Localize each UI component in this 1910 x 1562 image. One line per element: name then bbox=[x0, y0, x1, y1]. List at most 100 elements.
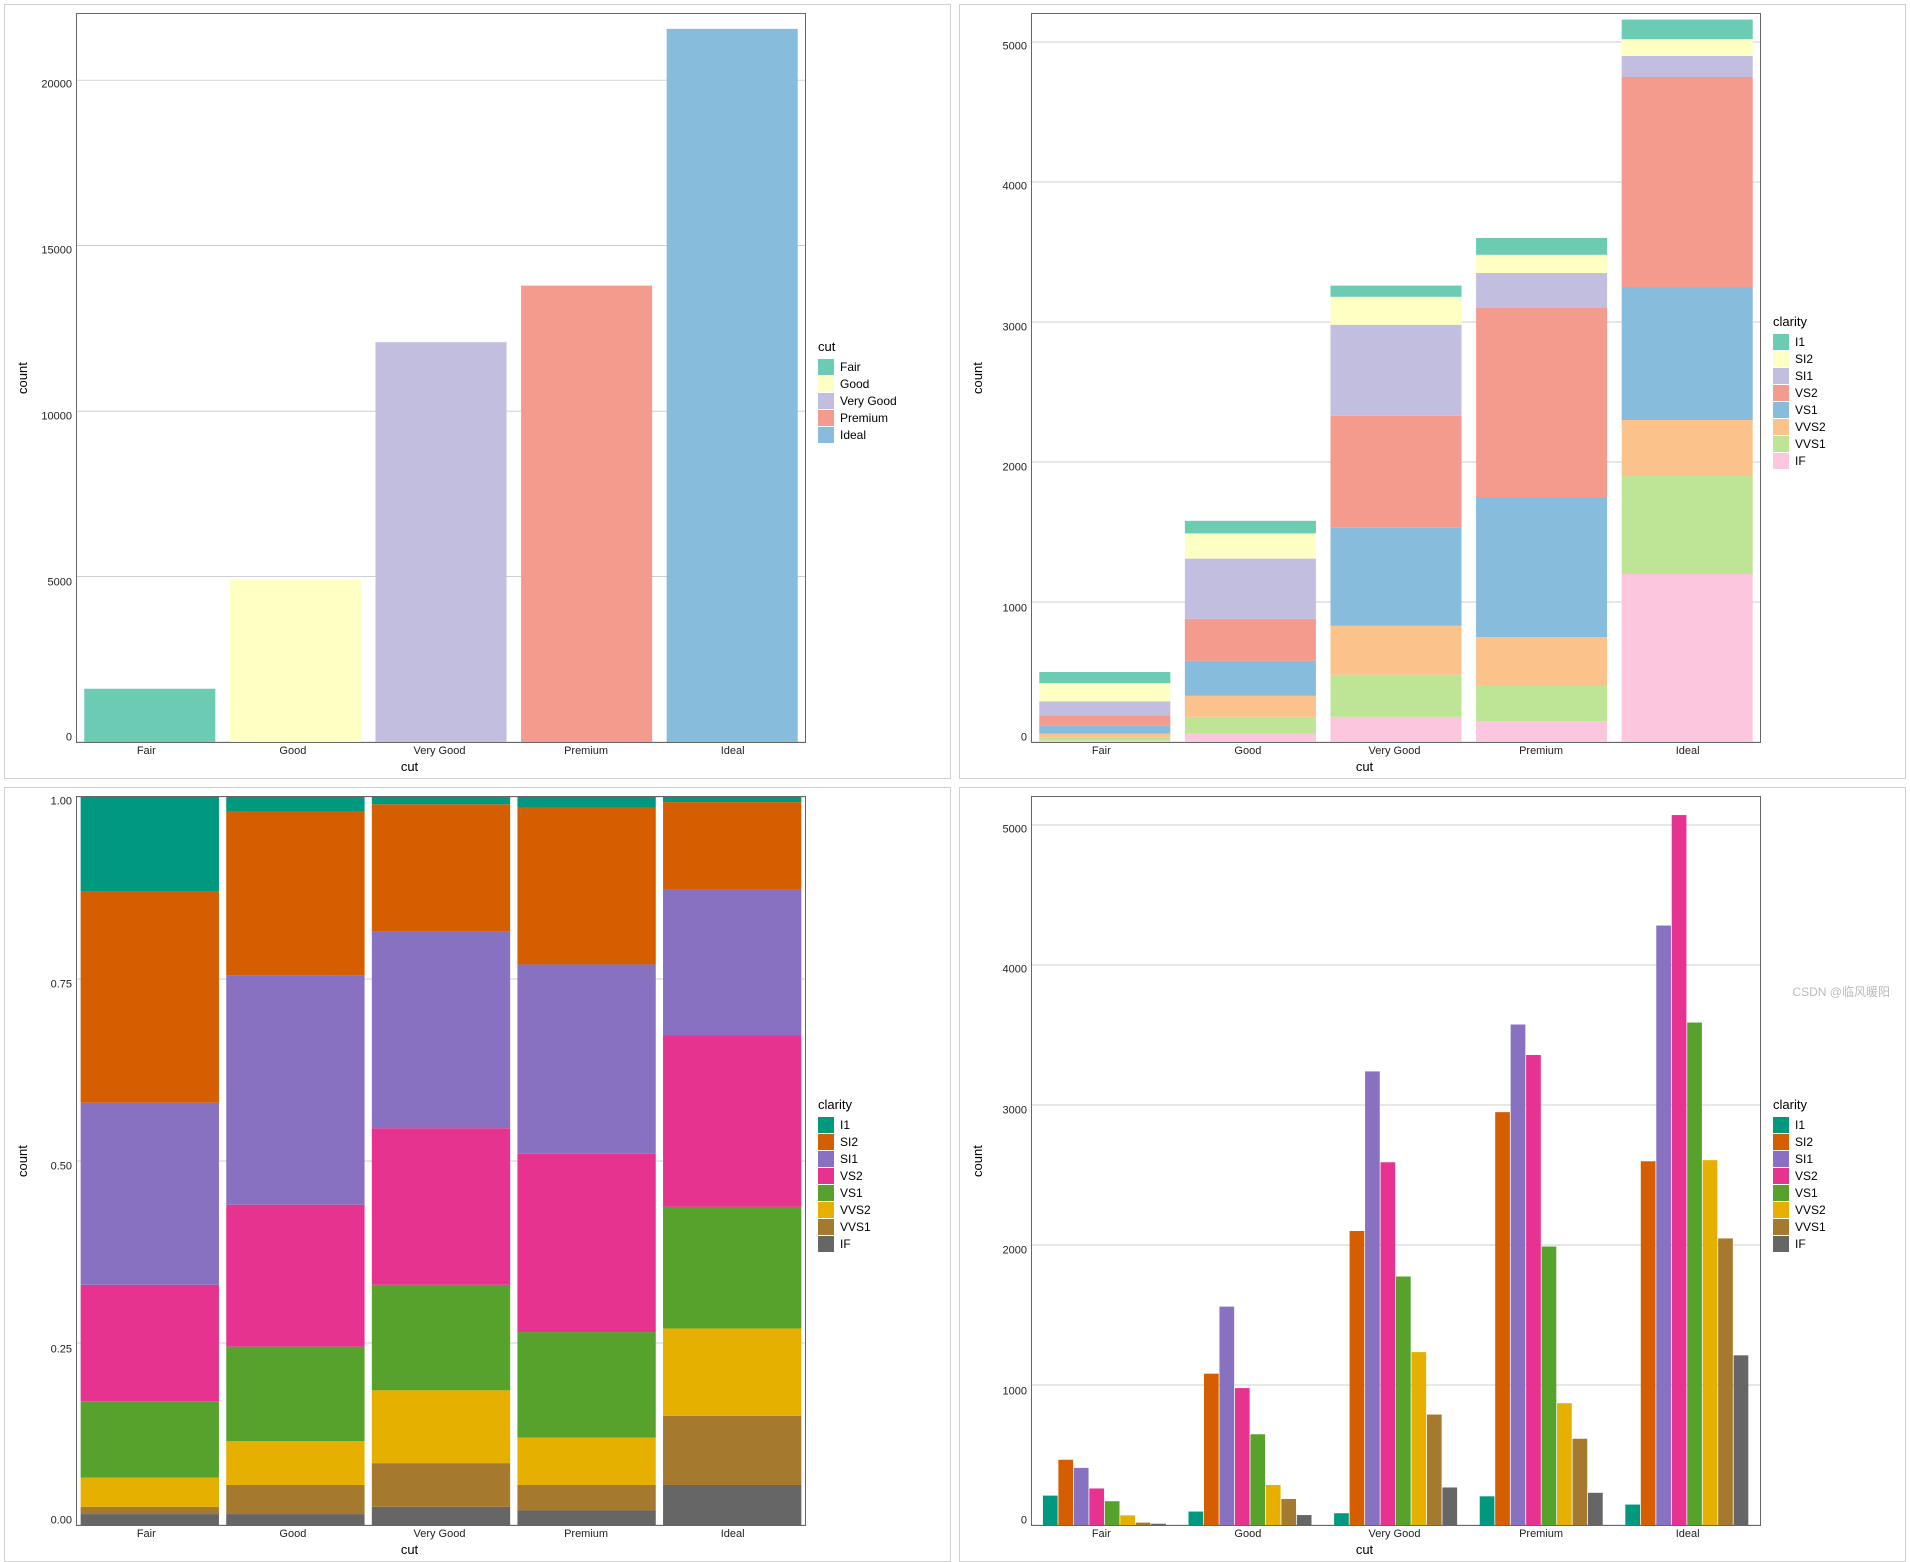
legend-swatch bbox=[1773, 1185, 1789, 1201]
legend-label: VS1 bbox=[840, 1186, 863, 1200]
ylabel-br: count bbox=[968, 796, 987, 1526]
xtick-label: Ideal bbox=[1614, 745, 1761, 757]
legend-label: IF bbox=[1795, 454, 1806, 468]
legend-item: Good bbox=[818, 376, 942, 392]
plotarea-br bbox=[1031, 796, 1761, 1526]
xtick-label: Ideal bbox=[659, 745, 806, 757]
legend-label: VS1 bbox=[1795, 1186, 1818, 1200]
xtick-label: Very Good bbox=[366, 1528, 513, 1540]
legend-label: I1 bbox=[840, 1118, 850, 1132]
plotarea-tr bbox=[1031, 13, 1761, 743]
legend-label: VVS1 bbox=[840, 1220, 871, 1234]
legend-item: Premium bbox=[818, 410, 942, 426]
xticks-br: FairGoodVery GoodPremiumIdeal bbox=[1028, 1526, 1761, 1540]
xtick-label: Fair bbox=[73, 1528, 220, 1540]
xtick-label: Fair bbox=[1028, 1528, 1175, 1540]
legend-item: VS2 bbox=[1773, 385, 1897, 401]
legend-tr: clarity I1 SI2 SI1 VS2 VS1 VVS2 VVS1 IF bbox=[1765, 5, 1905, 778]
legend-label: Fair bbox=[840, 360, 861, 374]
legend-item: VS1 bbox=[1773, 402, 1897, 418]
legend-swatch bbox=[818, 1202, 834, 1218]
legend-swatch bbox=[818, 1151, 834, 1167]
xticks-tl: FairGoodVery GoodPremiumIdeal bbox=[73, 743, 806, 757]
panel-bottom-left: count 0.000.250.500.751.00 FairGoodVery … bbox=[4, 787, 951, 1562]
legend-br: clarity I1SI2SI1VS2VS1VVS2VVS1IF bbox=[1765, 788, 1905, 1561]
legend-label: VVS2 bbox=[1795, 420, 1826, 434]
legend-swatch bbox=[818, 1219, 834, 1235]
legend-label: SI2 bbox=[1795, 1135, 1813, 1149]
yticks-tl: 05000100001500020000 bbox=[32, 13, 76, 743]
legend-swatch bbox=[1773, 1134, 1789, 1150]
legend-label: VS2 bbox=[1795, 1169, 1818, 1183]
yticks-tr: 010002000300040005000 bbox=[987, 13, 1031, 743]
xlabel-tl: cut bbox=[13, 757, 806, 774]
legend-label: SI1 bbox=[1795, 369, 1813, 383]
yticks-bl: 0.000.250.500.751.00 bbox=[32, 796, 76, 1526]
legend-swatch bbox=[818, 427, 834, 443]
legend-item: SI1 bbox=[818, 1151, 942, 1167]
plotarea-bl bbox=[76, 796, 806, 1526]
xtick-label: Fair bbox=[73, 745, 220, 757]
legend-label: Good bbox=[840, 377, 869, 391]
legend-swatch bbox=[818, 376, 834, 392]
xlabel-tr: cut bbox=[968, 757, 1761, 774]
legend-item: VVS1 bbox=[1773, 436, 1897, 452]
legend-swatch bbox=[818, 410, 834, 426]
xtick-label: Good bbox=[1175, 1528, 1322, 1540]
legend-item: VVS1 bbox=[1773, 1219, 1897, 1235]
panel-bottom-right: count 010002000300040005000 FairGoodVery… bbox=[959, 787, 1906, 1562]
legend-label: Very Good bbox=[840, 394, 897, 408]
xticks-bl: FairGoodVery GoodPremiumIdeal bbox=[73, 1526, 806, 1540]
ylabel-tr: count bbox=[968, 13, 987, 743]
xtick-label: Good bbox=[220, 745, 367, 757]
xtick-label: Premium bbox=[513, 1528, 660, 1540]
legend-label: VS2 bbox=[840, 1169, 863, 1183]
legend-label: VVS1 bbox=[1795, 437, 1826, 451]
legend-swatch bbox=[1773, 1202, 1789, 1218]
xlabel-bl: cut bbox=[13, 1540, 806, 1557]
legend-label: VVS2 bbox=[1795, 1203, 1826, 1217]
legend-tl: cut Fair Good Very Good Premium Ideal bbox=[810, 5, 950, 778]
legend-swatch bbox=[1773, 368, 1789, 384]
legend-title-br: clarity bbox=[1773, 1097, 1897, 1112]
legend-item: VS2 bbox=[818, 1168, 942, 1184]
legend-item: I1 bbox=[1773, 334, 1897, 350]
legend-label: SI1 bbox=[1795, 1152, 1813, 1166]
panel-top-left: count 05000100001500020000 FairGoodVery … bbox=[4, 4, 951, 779]
legend-label: Ideal bbox=[840, 428, 866, 442]
legend-swatch bbox=[1773, 419, 1789, 435]
legend-item: SI1 bbox=[1773, 1151, 1897, 1167]
legend-label: VVS2 bbox=[840, 1203, 871, 1217]
legend-item: SI2 bbox=[1773, 1134, 1897, 1150]
ylabel-bl: count bbox=[13, 796, 32, 1526]
xtick-label: Fair bbox=[1028, 745, 1175, 757]
xlabel-br: cut bbox=[968, 1540, 1761, 1557]
legend-label: VVS1 bbox=[1795, 1220, 1826, 1234]
xticks-tr: FairGoodVery GoodPremiumIdeal bbox=[1028, 743, 1761, 757]
legend-swatch bbox=[1773, 1168, 1789, 1184]
legend-swatch bbox=[1773, 453, 1789, 469]
legend-item: Ideal bbox=[818, 427, 942, 443]
legend-label: IF bbox=[840, 1237, 851, 1251]
legend-bl: clarity I1SI2SI1VS2VS1VVS2VVS1IF bbox=[810, 788, 950, 1561]
plotarea-tl bbox=[76, 13, 806, 743]
legend-item: IF bbox=[818, 1236, 942, 1252]
legend-item: IF bbox=[1773, 1236, 1897, 1252]
legend-title-tl: cut bbox=[818, 339, 942, 354]
legend-swatch bbox=[818, 1134, 834, 1150]
legend-swatch bbox=[818, 1168, 834, 1184]
legend-label: VS2 bbox=[1795, 386, 1818, 400]
xtick-label: Premium bbox=[513, 745, 660, 757]
legend-item: VVS2 bbox=[818, 1202, 942, 1218]
xtick-label: Ideal bbox=[659, 1528, 806, 1540]
legend-swatch bbox=[818, 1185, 834, 1201]
legend-swatch bbox=[818, 359, 834, 375]
legend-title-tr: clarity bbox=[1773, 314, 1897, 329]
legend-swatch bbox=[818, 1236, 834, 1252]
legend-item: Very Good bbox=[818, 393, 942, 409]
xtick-label: Good bbox=[220, 1528, 367, 1540]
legend-swatch bbox=[818, 393, 834, 409]
legend-label: SI2 bbox=[1795, 352, 1813, 366]
legend-swatch bbox=[1773, 1219, 1789, 1235]
legend-swatch bbox=[1773, 351, 1789, 367]
